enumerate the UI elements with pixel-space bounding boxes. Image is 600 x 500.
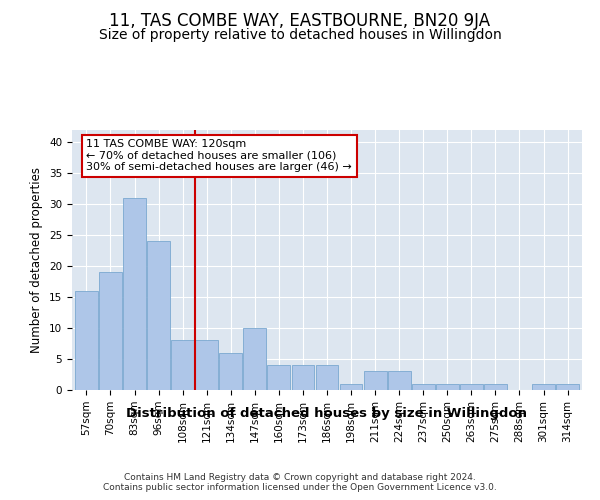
Bar: [316, 365, 338, 390]
Bar: [340, 384, 362, 390]
Text: Distribution of detached houses by size in Willingdon: Distribution of detached houses by size …: [127, 408, 527, 420]
Bar: [220, 353, 242, 390]
Bar: [436, 384, 459, 390]
Bar: [556, 384, 579, 390]
Bar: [388, 372, 410, 390]
Bar: [171, 340, 194, 390]
Bar: [412, 384, 434, 390]
Text: Contains HM Land Registry data © Crown copyright and database right 2024.
Contai: Contains HM Land Registry data © Crown c…: [103, 473, 497, 492]
Text: 11, TAS COMBE WAY, EASTBOURNE, BN20 9JA: 11, TAS COMBE WAY, EASTBOURNE, BN20 9JA: [109, 12, 491, 30]
Text: Size of property relative to detached houses in Willingdon: Size of property relative to detached ho…: [98, 28, 502, 42]
Bar: [244, 328, 266, 390]
Bar: [99, 272, 122, 390]
Bar: [460, 384, 483, 390]
Bar: [532, 384, 555, 390]
Text: 11 TAS COMBE WAY: 120sqm
← 70% of detached houses are smaller (106)
30% of semi-: 11 TAS COMBE WAY: 120sqm ← 70% of detach…: [86, 140, 352, 172]
Bar: [147, 242, 170, 390]
Bar: [268, 365, 290, 390]
Bar: [123, 198, 146, 390]
Bar: [292, 365, 314, 390]
Bar: [195, 340, 218, 390]
Bar: [75, 291, 98, 390]
Bar: [484, 384, 507, 390]
Y-axis label: Number of detached properties: Number of detached properties: [31, 167, 43, 353]
Bar: [364, 372, 386, 390]
